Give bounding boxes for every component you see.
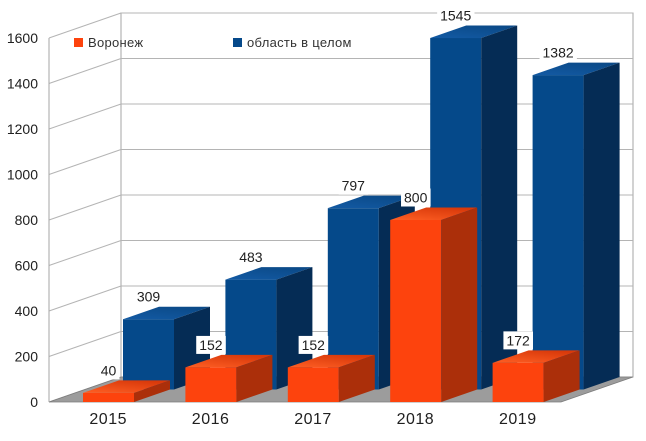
value-label-bg <box>539 43 577 62</box>
y-tick-label: 1400 <box>7 76 38 92</box>
value-label-bg <box>298 335 329 354</box>
y-tick-label: 1000 <box>7 167 38 183</box>
value-label-bg <box>133 287 164 306</box>
bar-oblast-2019-top <box>532 62 620 76</box>
grid-line-left-wall <box>48 240 122 266</box>
bar-value-label: 483 <box>239 249 263 265</box>
y-tick-label: 800 <box>15 212 39 228</box>
bar-voronezh-2015-front <box>83 392 134 402</box>
legend-item-oblast: область в целом <box>233 35 352 50</box>
grid-line-left-wall <box>48 194 122 221</box>
value-label-group: 172 <box>503 331 533 350</box>
value-label-group: 1545 <box>437 6 475 25</box>
value-label-bg <box>97 361 120 380</box>
bar-value-label: 800 <box>404 190 428 206</box>
value-label-group: 152 <box>196 335 226 354</box>
x-category-label: 2019 <box>499 411 537 428</box>
y-tick-label: 1600 <box>7 30 38 46</box>
y-tick-label: 400 <box>15 303 39 319</box>
bar-value-label: 172 <box>506 332 530 348</box>
y-tick-label: 200 <box>15 349 39 365</box>
bar-value-label: 309 <box>137 289 161 305</box>
bar-value-label: 1545 <box>440 8 471 24</box>
bar-value-label: 797 <box>342 178 366 194</box>
value-label-bg <box>338 176 369 195</box>
bar-voronezh-2019-front <box>492 362 544 402</box>
grid-line-left-wall <box>48 103 122 130</box>
value-label-bg <box>437 6 475 25</box>
x-category-label: 2017 <box>294 411 332 428</box>
bar-oblast-2018-side <box>481 25 518 390</box>
bar-oblast-2019-side <box>583 62 620 390</box>
bar-value-label: 152 <box>199 337 223 353</box>
bar-voronezh-2018-top <box>390 207 478 220</box>
value-label-group: 1382 <box>539 43 577 62</box>
bar-oblast-2016-top <box>225 267 313 280</box>
bar-oblast-2019-front <box>532 75 584 390</box>
bar-voronezh-2017-top <box>287 354 375 368</box>
legend-swatch-oblast-icon <box>233 38 242 47</box>
grid-line-left-wall <box>48 12 122 39</box>
value-label-group: 309 <box>133 287 164 306</box>
bar-oblast-2016-side <box>276 267 313 390</box>
bar-voronezh-2017-side <box>338 354 375 402</box>
bar-value-label: 40 <box>101 362 117 378</box>
y-tick-label: 0 <box>30 394 38 410</box>
legend-label-oblast: область в целом <box>247 35 352 50</box>
y-tick-label: 1200 <box>7 121 38 137</box>
grid-line-left-wall <box>48 149 122 175</box>
legend-label-voronezh: Воронеж <box>88 35 144 50</box>
value-label-bg <box>401 188 431 207</box>
value-label-bg <box>196 335 226 354</box>
bar-oblast-2017-top <box>327 195 415 209</box>
bar-voronezh-2015-top <box>83 380 170 393</box>
value-label-group: 152 <box>298 335 329 354</box>
bar-voronezh-2018-side <box>441 207 478 402</box>
bar-voronezh-2016-top <box>185 354 273 368</box>
bar-voronezh-2018-front <box>390 220 442 402</box>
x-category-label: 2015 <box>89 411 127 428</box>
grid-line-left-wall <box>48 331 122 357</box>
value-label-group: 797 <box>338 176 369 195</box>
bar-value-label: 152 <box>302 337 326 353</box>
bar-voronezh-2016-front <box>185 367 237 402</box>
legend-swatch-voronezh-icon <box>74 38 83 47</box>
bar-voronezh-2017-front <box>287 367 339 402</box>
x-category-label: 2016 <box>192 411 230 428</box>
value-label-group: 800 <box>401 188 431 207</box>
x-category-label: 2018 <box>397 411 435 428</box>
bar-voronezh-2016-side <box>236 354 273 402</box>
bar-oblast-2015-top <box>123 306 210 320</box>
value-label-bg <box>503 331 533 350</box>
value-label-bg <box>236 248 266 267</box>
value-label-group: 483 <box>236 248 266 267</box>
grid-line-left-wall <box>48 285 122 312</box>
bar-oblast-2018-top <box>430 25 518 39</box>
bar-voronezh-2015-side <box>134 380 170 402</box>
bar-oblast-2015-front <box>123 319 174 390</box>
bar-voronezh-2019-top <box>492 350 580 363</box>
value-label-group: 40 <box>97 361 120 380</box>
bar-voronezh-2019-side <box>543 350 580 402</box>
y-tick-label: 600 <box>15 258 39 274</box>
grid-line-left-wall <box>48 58 122 84</box>
legend-item-voronezh: Воронеж <box>74 35 143 50</box>
bar-value-label: 1382 <box>543 45 574 61</box>
